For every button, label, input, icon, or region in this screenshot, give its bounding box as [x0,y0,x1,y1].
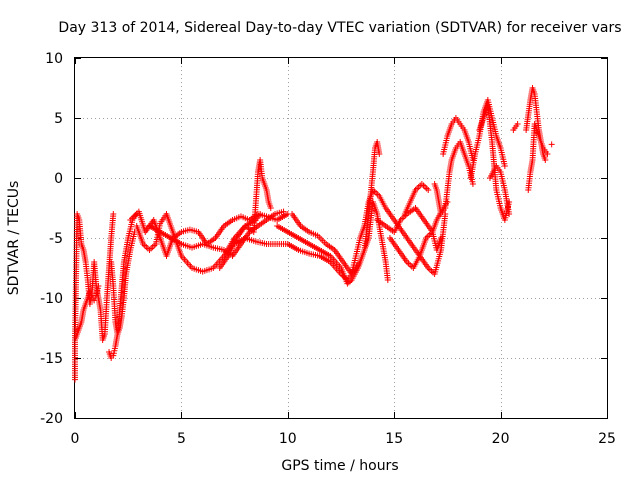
x-axis-label: GPS time / hours [281,458,398,474]
data-point [374,191,381,198]
x-tick-label: 15 [385,431,403,447]
data-point [418,181,425,187]
data-point [373,190,380,196]
data-point [405,260,412,267]
chart-title: Day 313 of 2014, Sidereal Day-to-day VTE… [58,20,621,36]
x-tick-label: 25 [598,431,616,447]
data-point [544,151,551,157]
y-tick-label: 5 [54,111,63,127]
y-tick-label: -10 [40,291,63,307]
data-point [384,277,391,283]
y-tick-label: 10 [45,51,63,67]
y-tick-label: -15 [40,351,63,367]
grid-lines [75,58,607,418]
data-point [514,121,521,127]
data-point [469,181,476,187]
x-tick-label: 5 [177,431,186,447]
data-point [426,266,433,273]
data-point [542,157,549,163]
data-point [422,184,429,190]
data-points [72,85,555,383]
data-point [143,244,150,250]
data-point [415,184,422,190]
y-tick-label: -20 [40,411,63,427]
data-point [376,151,383,157]
data-point [280,208,287,215]
x-tick-labels: 0 5 10 15 20 25 [71,431,616,447]
x-tick-label: 10 [279,431,297,447]
data-point [149,244,156,250]
y-tick-label: -5 [49,231,63,247]
data-point [506,211,513,217]
y-tick-label: 0 [54,171,63,187]
data-point [548,141,555,148]
data-point [347,278,354,285]
data-point [399,215,406,222]
data-point [420,182,427,189]
data-point [423,185,430,192]
data-point [148,245,155,252]
y-axis-label: SDTVAR / TECUs [6,181,22,296]
x-tick-label: 0 [71,431,80,447]
data-point [425,187,432,193]
y-tick-labels: -20 -15 -10 -5 0 5 10 [40,51,63,427]
data-point [146,247,153,253]
data-point [110,211,117,217]
data-point [407,262,414,268]
data-point [438,235,445,241]
data-point [501,163,508,169]
data-point [267,205,274,211]
x-tick-label: 20 [492,431,510,447]
data-point [428,268,435,274]
data-point [95,283,102,289]
